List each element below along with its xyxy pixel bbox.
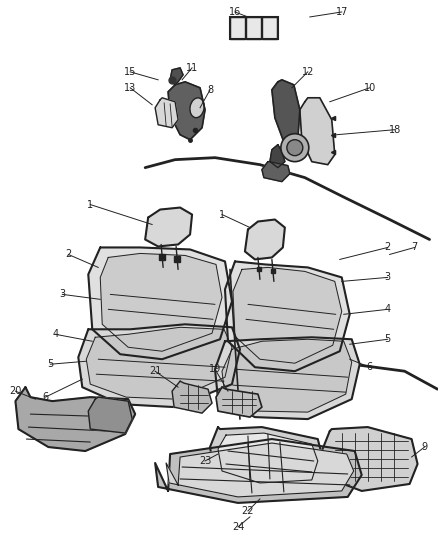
Text: 6: 6 [367, 362, 373, 372]
Polygon shape [155, 98, 178, 128]
Text: 3: 3 [385, 272, 391, 282]
Polygon shape [86, 327, 232, 399]
Bar [230, 17, 278, 39]
Polygon shape [166, 443, 354, 497]
Text: 21: 21 [149, 366, 161, 376]
Text: 7: 7 [411, 243, 418, 253]
Text: 22: 22 [242, 506, 254, 516]
Polygon shape [216, 387, 262, 417]
Polygon shape [270, 144, 285, 168]
Text: 9: 9 [421, 442, 427, 452]
Polygon shape [155, 439, 362, 503]
Text: 4: 4 [385, 304, 391, 314]
Polygon shape [215, 337, 360, 419]
Text: 1: 1 [87, 199, 93, 209]
Text: 1: 1 [219, 209, 225, 220]
Polygon shape [145, 207, 192, 246]
Bar [246, 17, 261, 39]
Polygon shape [300, 98, 335, 165]
Text: 18: 18 [389, 125, 401, 135]
Text: 4: 4 [52, 329, 58, 340]
Polygon shape [78, 324, 240, 407]
Polygon shape [262, 161, 290, 182]
Polygon shape [88, 397, 132, 433]
Polygon shape [272, 80, 300, 150]
Text: 11: 11 [186, 63, 198, 73]
Polygon shape [172, 381, 212, 413]
Text: 15: 15 [124, 67, 136, 77]
Text: 23: 23 [199, 456, 211, 466]
Text: 24: 24 [232, 522, 244, 532]
Text: 16: 16 [229, 7, 241, 17]
Text: 5: 5 [385, 334, 391, 344]
Ellipse shape [281, 134, 309, 161]
Ellipse shape [190, 98, 204, 118]
Text: 13: 13 [124, 83, 136, 93]
Text: 5: 5 [47, 359, 53, 369]
Polygon shape [168, 82, 205, 140]
Polygon shape [222, 340, 352, 412]
Text: 8: 8 [207, 85, 213, 95]
Bar [230, 17, 245, 39]
Bar [262, 17, 277, 39]
Text: 6: 6 [42, 392, 49, 402]
Polygon shape [245, 220, 285, 260]
Polygon shape [15, 387, 135, 451]
Polygon shape [88, 247, 232, 359]
Polygon shape [225, 261, 350, 371]
Text: 19: 19 [209, 364, 221, 374]
Text: 2: 2 [65, 249, 71, 260]
Text: 2: 2 [385, 243, 391, 253]
Polygon shape [233, 268, 342, 363]
Polygon shape [322, 427, 417, 491]
Polygon shape [210, 427, 325, 491]
Text: 20: 20 [9, 386, 21, 396]
Polygon shape [218, 433, 318, 483]
Text: 3: 3 [59, 289, 65, 300]
Text: 10: 10 [364, 83, 376, 93]
Polygon shape [100, 254, 222, 351]
Ellipse shape [287, 140, 303, 156]
Text: 17: 17 [336, 7, 348, 17]
Polygon shape [170, 68, 183, 85]
Text: 12: 12 [302, 67, 314, 77]
